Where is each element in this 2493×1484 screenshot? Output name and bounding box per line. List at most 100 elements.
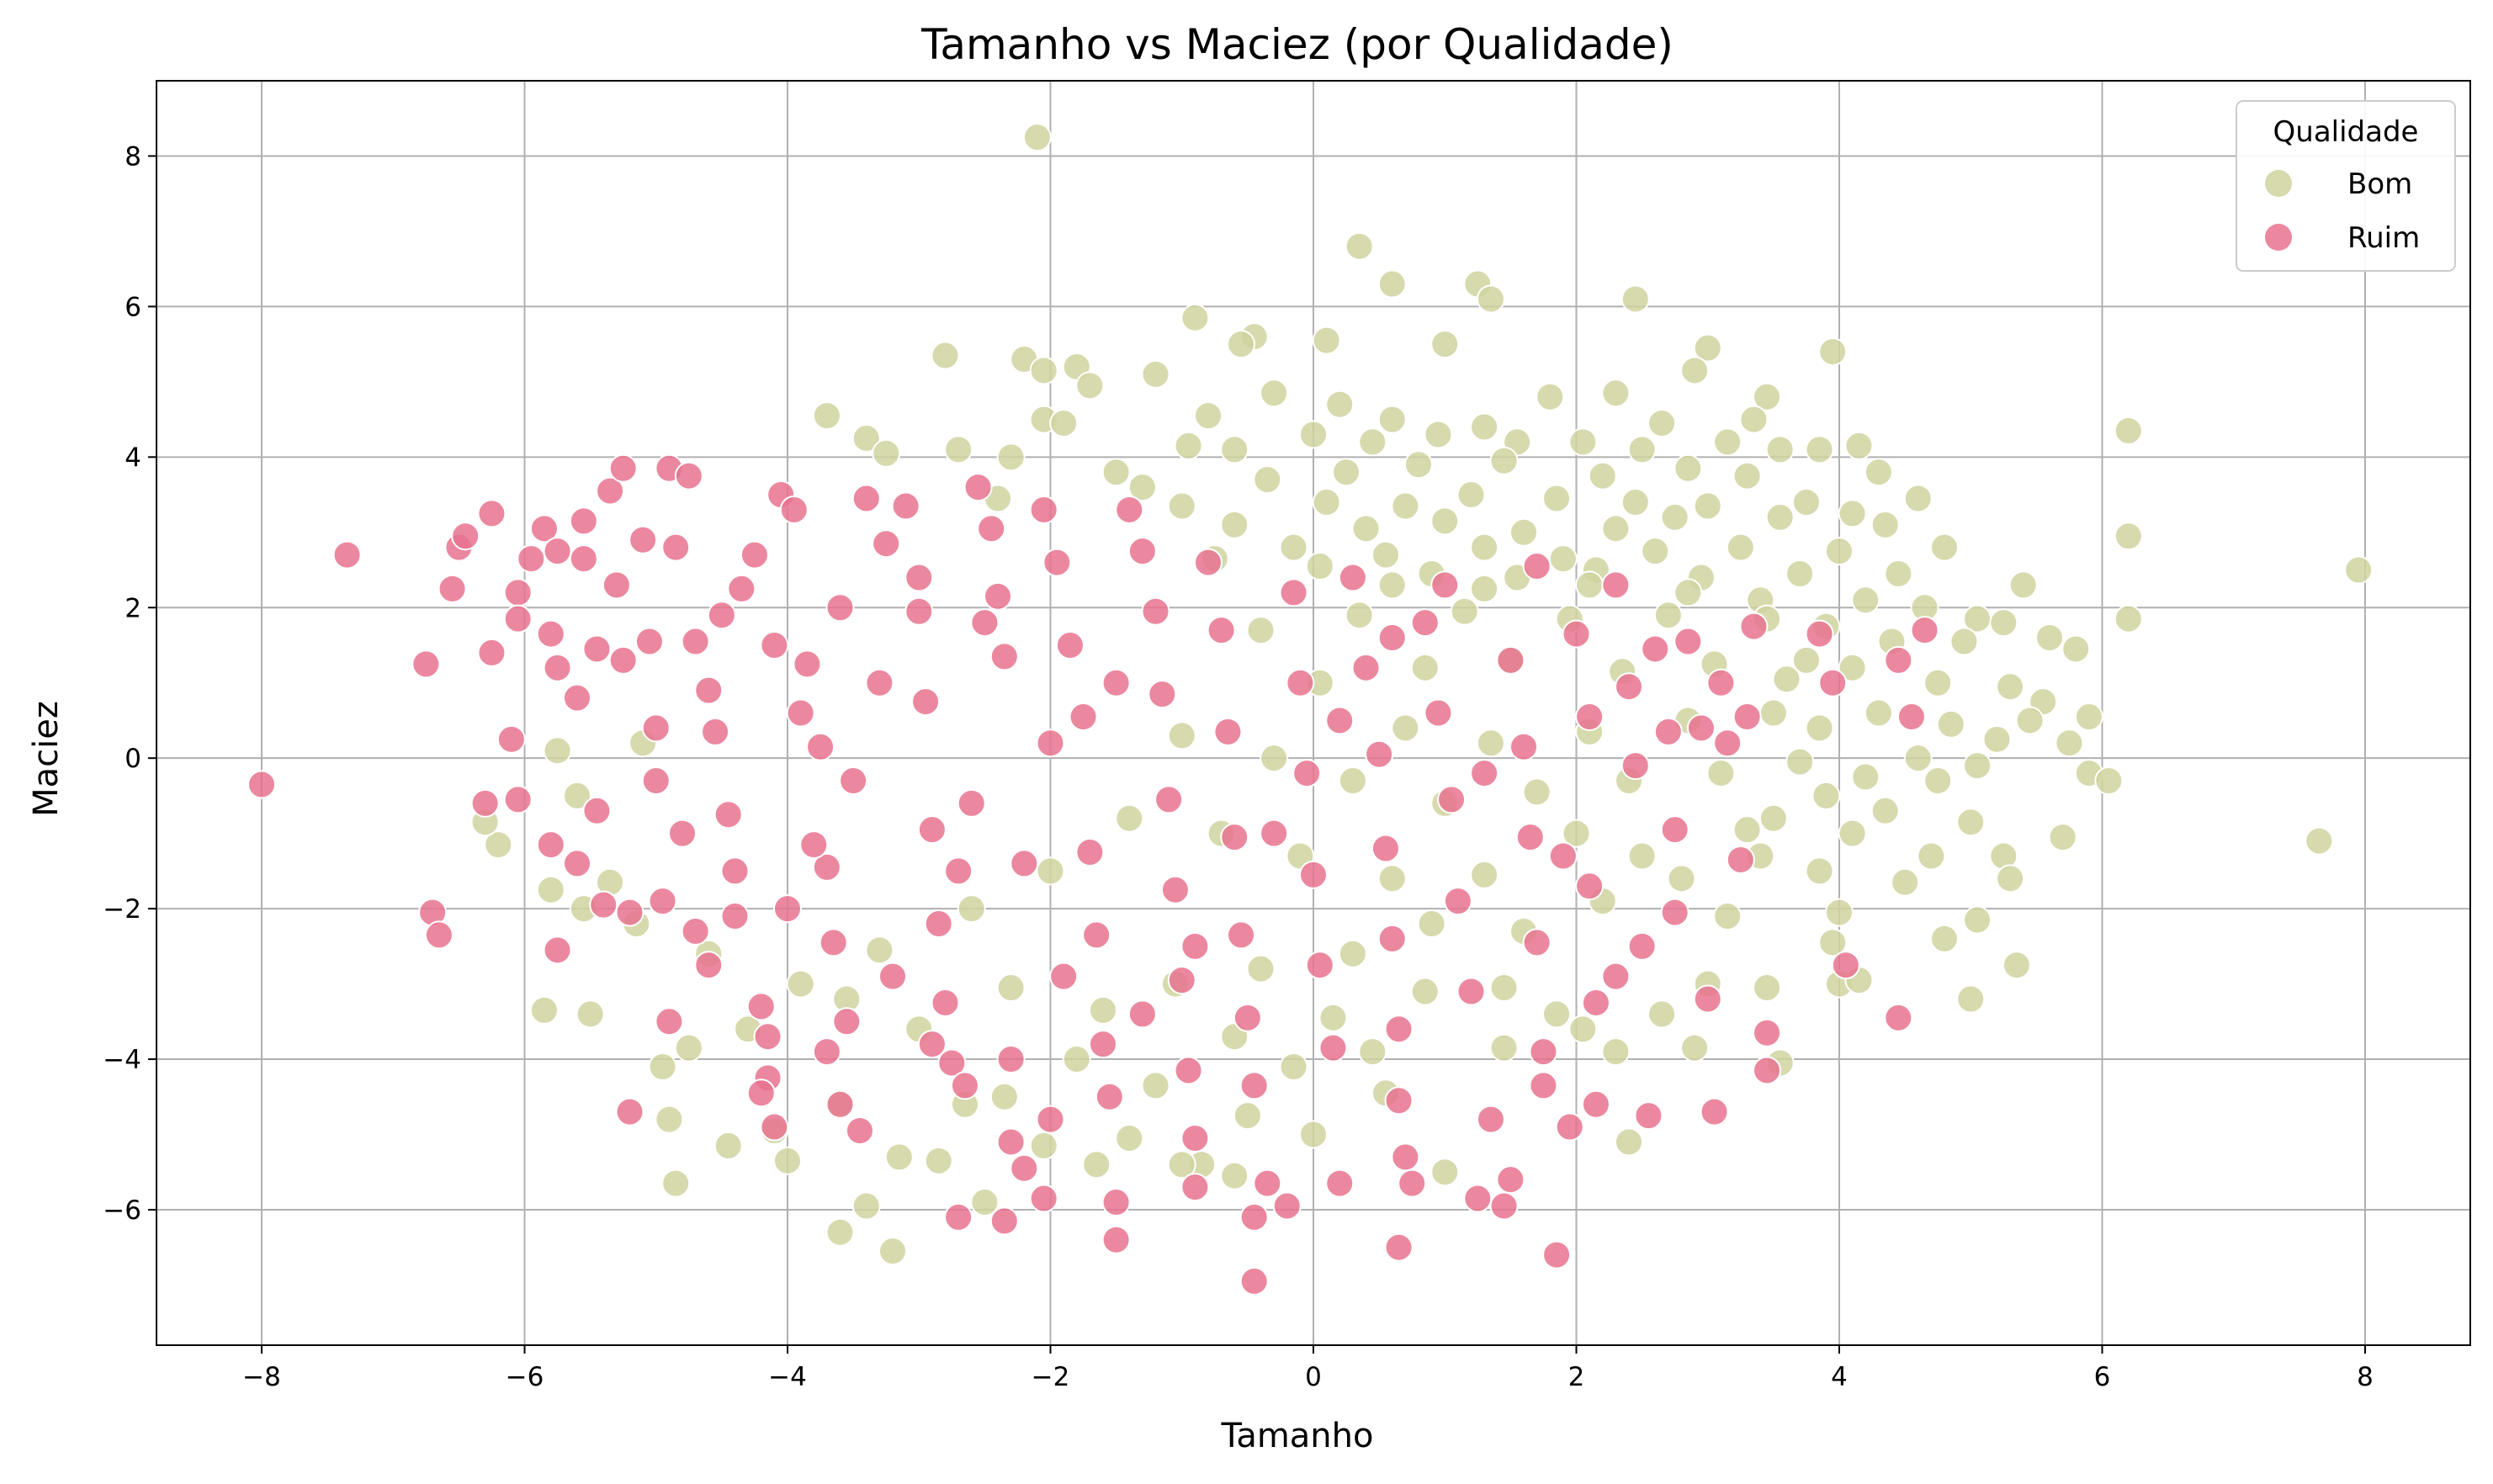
- point-bom: [1884, 559, 1913, 588]
- point-bom: [1522, 777, 1551, 807]
- point-ruim: [1660, 898, 1689, 927]
- point-bom: [529, 995, 559, 1025]
- point-bom: [872, 438, 901, 468]
- point-bom: [1167, 491, 1196, 521]
- point-ruim: [1042, 548, 1072, 577]
- scatter-points: [247, 123, 2374, 1296]
- point-ruim: [1601, 962, 1631, 991]
- point-bom: [1647, 409, 1677, 438]
- point-ruim: [1456, 977, 1486, 1006]
- y-tick-label: 6: [125, 292, 141, 322]
- point-ruim: [1160, 875, 1190, 904]
- point-ruim: [1351, 653, 1381, 682]
- point-ruim: [1174, 1056, 1203, 1085]
- x-tick-label: 8: [2357, 1362, 2374, 1392]
- point-bom: [1673, 578, 1703, 607]
- point-bom: [1233, 1101, 1262, 1131]
- point-bom: [2048, 823, 2077, 852]
- point-ruim: [1299, 860, 1328, 889]
- point-bom: [1305, 552, 1334, 581]
- point-ruim: [1069, 702, 1098, 731]
- point-bom: [1956, 808, 1986, 837]
- point-bom: [1489, 446, 1519, 475]
- point-ruim: [786, 698, 815, 728]
- point-bom: [2061, 634, 2091, 664]
- point-bom: [1410, 653, 1440, 682]
- point-ruim: [641, 766, 671, 796]
- point-bom: [1299, 420, 1328, 449]
- point-bom: [996, 443, 1026, 472]
- point-ruim: [996, 1045, 1026, 1074]
- point-bom: [1548, 544, 1578, 574]
- point-ruim: [1884, 645, 1913, 675]
- point-ruim: [1029, 495, 1058, 524]
- point-bom: [1818, 928, 1848, 957]
- point-ruim: [470, 788, 500, 818]
- point-ruim: [694, 676, 724, 705]
- legend-box: [2236, 100, 2456, 272]
- point-bom: [563, 781, 591, 810]
- point-bom: [1588, 461, 1617, 490]
- point-ruim: [746, 992, 776, 1021]
- point-bom: [1641, 537, 1670, 566]
- point-bom: [773, 1146, 802, 1175]
- point-bom: [1220, 510, 1249, 539]
- point-bom: [1253, 465, 1282, 495]
- point-ruim: [989, 642, 1019, 671]
- point-bom: [1870, 510, 1900, 539]
- point-ruim: [602, 570, 631, 600]
- point-ruim: [1496, 1165, 1525, 1195]
- point-bom: [1660, 502, 1689, 532]
- point-ruim: [1884, 1003, 1913, 1032]
- point-ruim: [517, 544, 546, 574]
- point-bom: [1424, 420, 1453, 449]
- point-ruim: [1424, 698, 1453, 728]
- point-ruim: [1292, 759, 1322, 788]
- point-ruim: [1253, 1169, 1282, 1198]
- point-ruim: [1089, 1030, 1117, 1059]
- point-bom: [1470, 574, 1499, 603]
- y-tick-label: −2: [103, 894, 141, 925]
- point-bom: [970, 1188, 1000, 1217]
- point-bom: [825, 1217, 855, 1247]
- point-bom: [1930, 924, 1959, 953]
- point-ruim: [793, 649, 822, 679]
- point-bom: [931, 341, 960, 370]
- point-ruim: [1239, 1202, 1269, 1232]
- point-ruim: [1732, 702, 1762, 731]
- point-bom: [1220, 435, 1249, 464]
- point-ruim: [661, 533, 691, 562]
- point-ruim: [944, 1202, 973, 1232]
- point-ruim: [1753, 1056, 1782, 1085]
- point-ruim: [1542, 1240, 1572, 1269]
- point-ruim: [1910, 616, 1939, 645]
- point-bom: [1838, 653, 1867, 682]
- point-bom: [1864, 458, 1893, 487]
- point-bom: [1489, 1033, 1519, 1063]
- point-bom: [1903, 484, 1933, 513]
- point-bom: [1996, 864, 2025, 893]
- point-bom: [1923, 766, 1953, 796]
- point-bom: [648, 1052, 677, 1081]
- point-ruim: [634, 627, 664, 656]
- point-bom: [1982, 724, 2012, 754]
- x-tick-label: 0: [1305, 1362, 1322, 1392]
- point-bom: [1345, 601, 1374, 630]
- point-ruim: [1555, 1112, 1584, 1142]
- point-bom: [1377, 269, 1407, 299]
- point-bom: [1825, 537, 1854, 566]
- point-bom: [1851, 586, 1880, 615]
- point-bom: [1246, 954, 1276, 983]
- point-ruim: [904, 563, 934, 592]
- legend-label-bom: Bom: [2347, 167, 2412, 201]
- point-ruim: [1476, 1105, 1505, 1134]
- point-ruim: [1818, 668, 1848, 697]
- point-bom: [1127, 473, 1157, 502]
- point-bom: [1726, 533, 1755, 562]
- x-tick-label: 2: [1568, 1362, 1585, 1392]
- point-bom: [1562, 819, 1591, 848]
- point-ruim: [1029, 1184, 1058, 1213]
- point-ruim: [727, 574, 756, 603]
- point-bom: [1470, 533, 1499, 562]
- point-ruim: [1548, 841, 1578, 871]
